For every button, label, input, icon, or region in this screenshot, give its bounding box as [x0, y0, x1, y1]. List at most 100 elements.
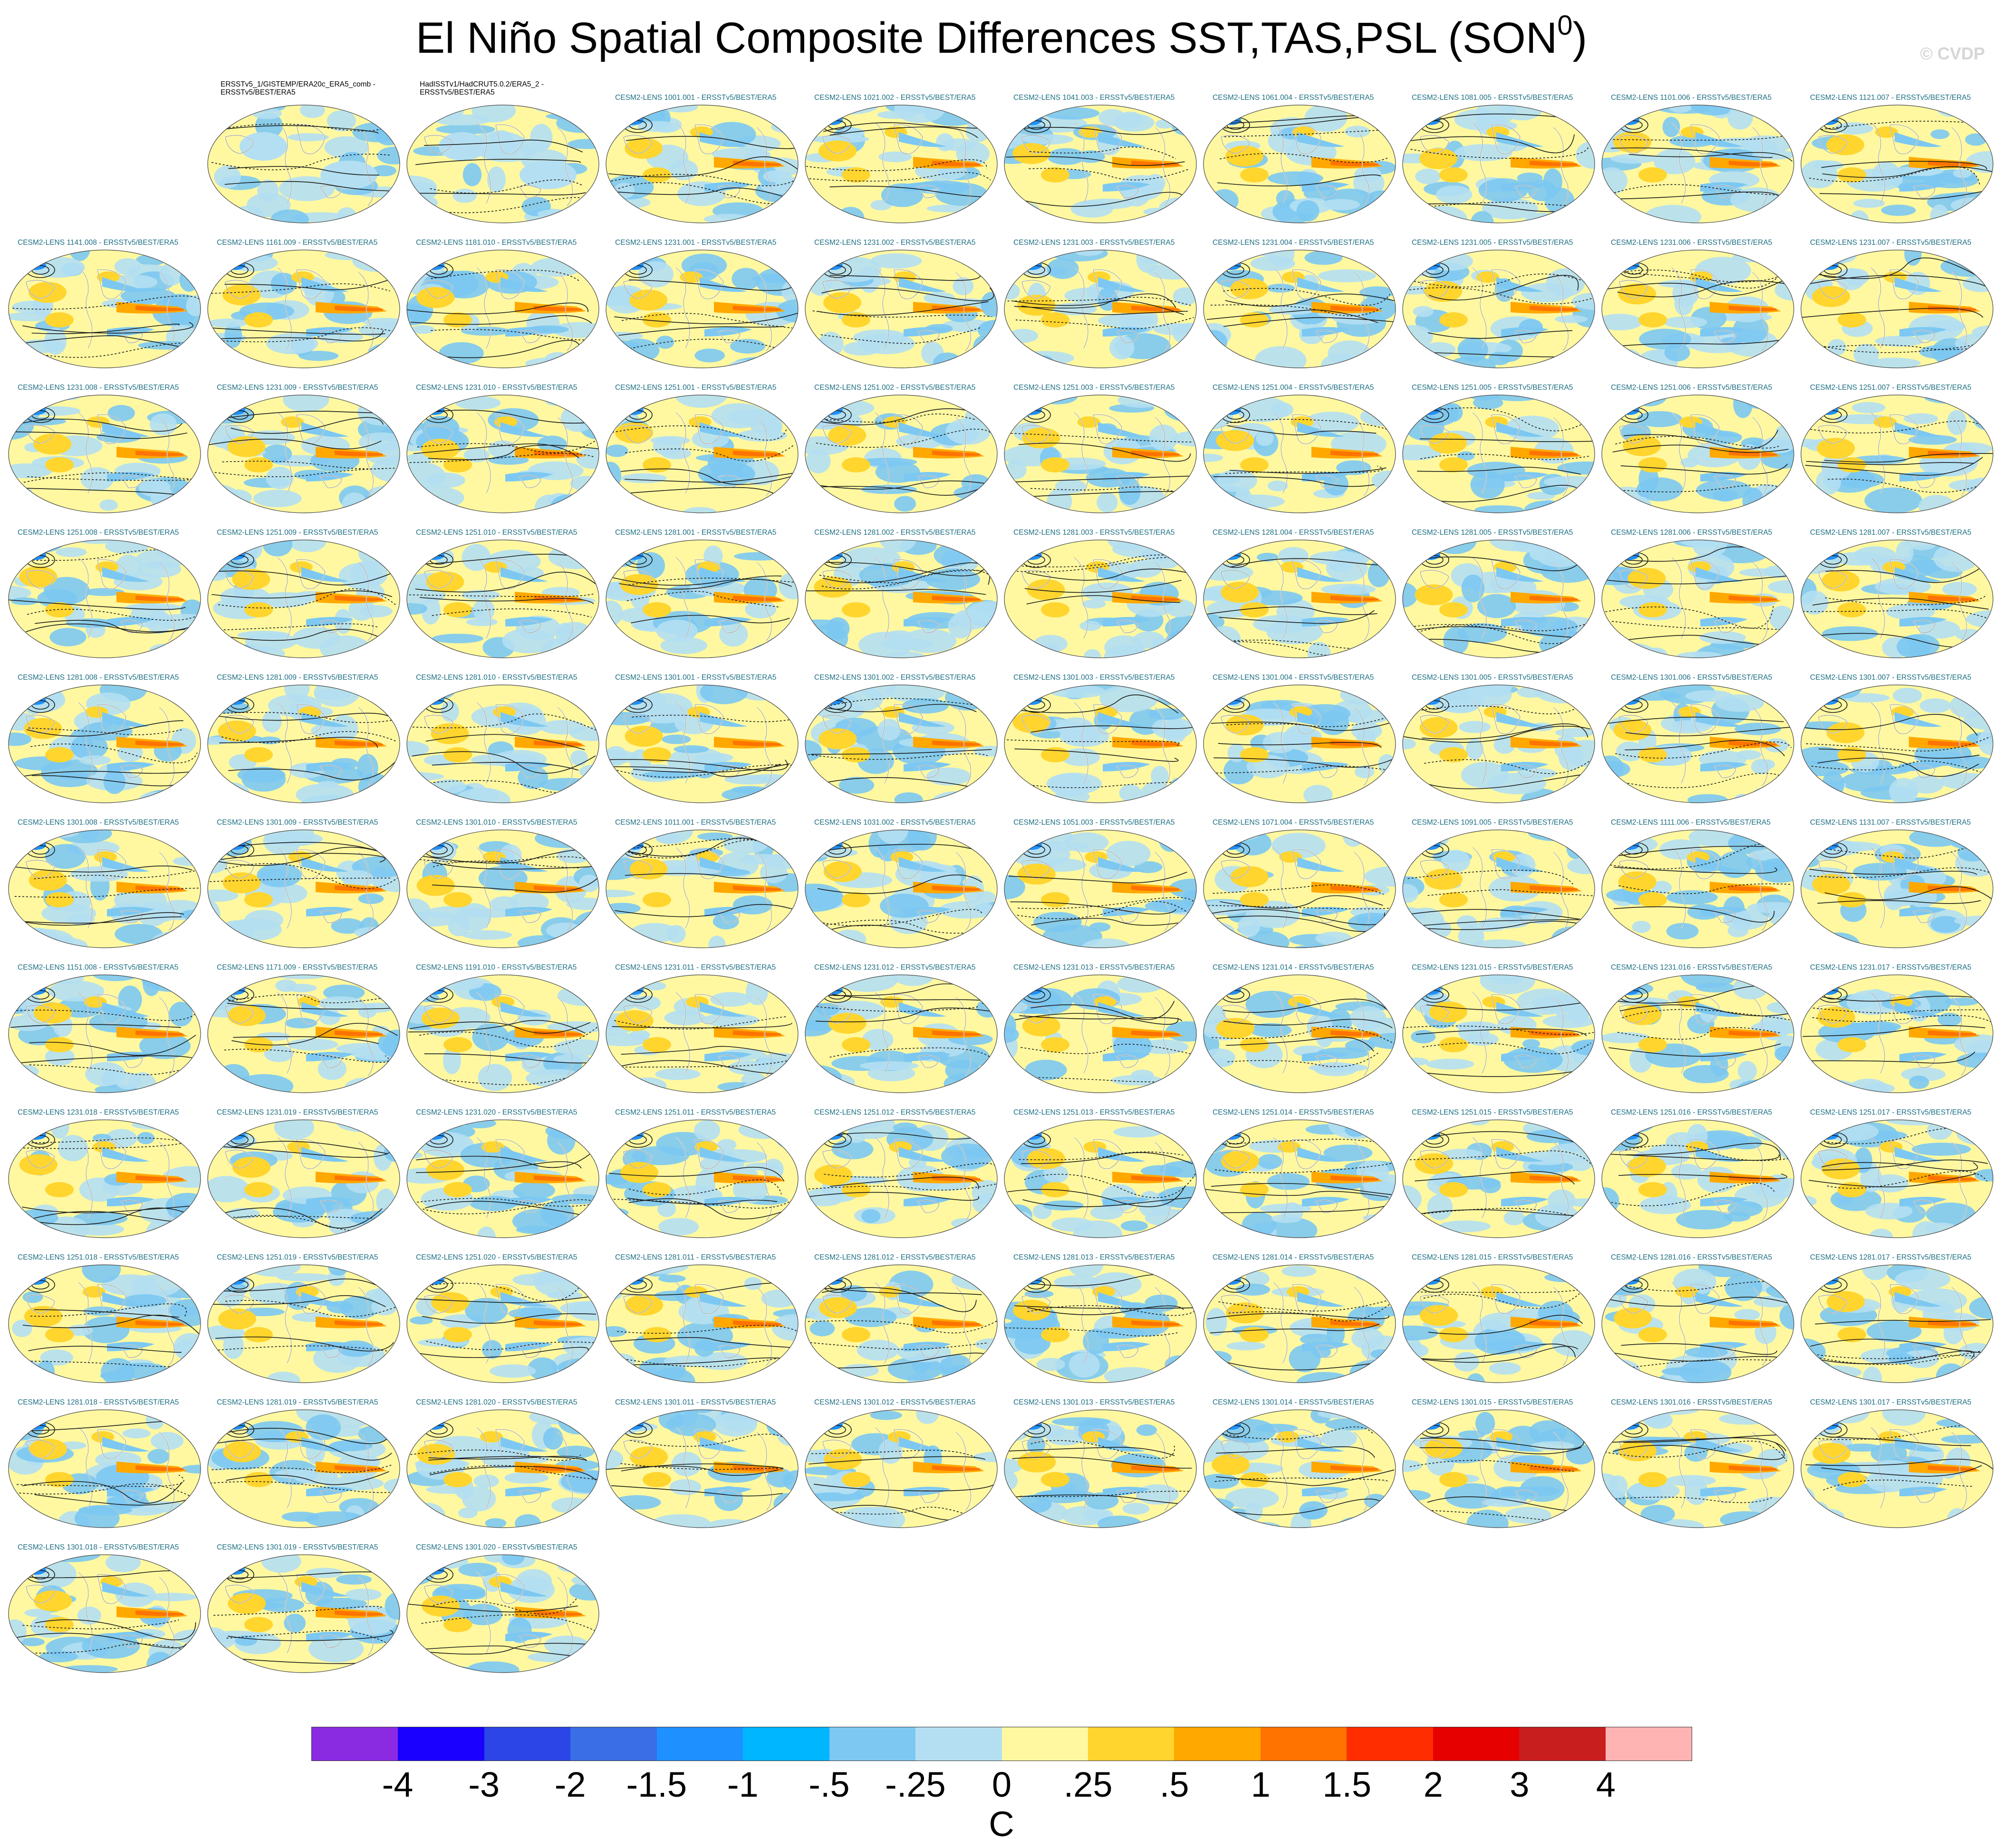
- world-map: [606, 105, 799, 223]
- panel-title: CESM2-LENS 1251.019 - ERSSTv5/BEST/ERA5: [217, 1253, 378, 1261]
- map-panel: CESM2-LENS 1281.014 - ERSSTv5/BEST/ERA5: [1202, 1253, 1397, 1384]
- world-map: [8, 1264, 201, 1383]
- panel-title: CESM2-LENS 1161.009 - ERSSTv5/BEST/ERA5: [217, 239, 378, 247]
- panel-title: CESM2-LENS 1301.006 - ERSSTv5/BEST/ERA5: [1611, 674, 1772, 682]
- panel-title: CESM2-LENS 1121.007 - ERSSTv5/BEST/ERA5: [1810, 94, 1971, 102]
- world-map: [1601, 684, 1794, 803]
- colorbar-swatch: [743, 1727, 829, 1761]
- map-panel: CESM2-LENS 1001.001 - ERSSTv5/BEST/ERA5: [605, 94, 799, 224]
- panel-title: CESM2-LENS 1051.003 - ERSSTv5/BEST/ERA5: [1013, 818, 1175, 827]
- world-map: [1402, 539, 1595, 658]
- map-panel: CESM2-LENS 1151.008 - ERSSTv5/BEST/ERA5: [7, 963, 202, 1094]
- world-map: [406, 684, 599, 803]
- panel-title: CESM2-LENS 1231.016 - ERSSTv5/BEST/ERA5: [1611, 963, 1772, 972]
- world-map: [1801, 250, 1993, 368]
- panel-title: CESM2-LENS 1301.010 - ERSSTv5/BEST/ERA5: [416, 818, 578, 827]
- world-map: [805, 684, 998, 803]
- world-map: [1801, 1264, 1993, 1383]
- panel-title: CESM2-LENS 1301.015 - ERSSTv5/BEST/ERA5: [1412, 1398, 1573, 1406]
- map-panel: CESM2-LENS 1231.001 - ERSSTv5/BEST/ERA5: [605, 239, 799, 369]
- world-map: [8, 1554, 201, 1673]
- world-map: [1004, 395, 1197, 513]
- world-map: [1801, 395, 1993, 513]
- map-panel: CESM2-LENS 1301.014 - ERSSTv5/BEST/ERA5: [1202, 1398, 1397, 1529]
- world-map: [1402, 829, 1595, 948]
- map-panel: CESM2-LENS 1231.004 - ERSSTv5/BEST/ERA5: [1202, 239, 1397, 369]
- map-panel: CESM2-LENS 1141.008 - ERSSTv5/BEST/ERA5: [7, 239, 202, 369]
- world-map: [207, 539, 400, 658]
- map-panel: CESM2-LENS 1161.009 - ERSSTv5/BEST/ERA5: [206, 239, 401, 369]
- map-panel: CESM2-LENS 1281.012 - ERSSTv5/BEST/ERA5: [804, 1253, 999, 1384]
- world-map: [606, 1264, 799, 1383]
- panel-title: CESM2-LENS 1231.009 - ERSSTv5/BEST/ERA5: [217, 384, 378, 392]
- map-panel: CESM2-LENS 1251.010 - ERSSTv5/BEST/ERA5: [405, 529, 600, 659]
- panel-title: CESM2-LENS 1231.003 - ERSSTv5/BEST/ERA5: [1013, 239, 1175, 247]
- panel-title: CESM2-LENS 1021.002 - ERSSTv5/BEST/ERA5: [814, 94, 976, 102]
- panel-title: CESM2-LENS 1231.013 - ERSSTv5/BEST/ERA5: [1013, 963, 1175, 972]
- world-map: [1801, 539, 1993, 658]
- map-panel: CESM2-LENS 1301.007 - ERSSTv5/BEST/ERA5: [1800, 674, 1994, 804]
- colorbar-swatch: [312, 1727, 398, 1761]
- map-panel: CESM2-LENS 1281.006 - ERSSTv5/BEST/ERA5: [1600, 529, 1795, 659]
- world-map: [207, 250, 400, 368]
- panel-title: CESM2-LENS 1251.006 - ERSSTv5/BEST/ERA5: [1611, 384, 1772, 392]
- panel-title: CESM2-LENS 1231.014 - ERSSTv5/BEST/ERA5: [1213, 963, 1374, 972]
- panel-title: CESM2-LENS 1251.011 - ERSSTv5/BEST/ERA5: [615, 1108, 776, 1116]
- colorbar-swatch: [915, 1727, 1002, 1761]
- world-map: [406, 105, 599, 223]
- map-panel: CESM2-LENS 1231.007 - ERSSTv5/BEST/ERA5: [1800, 239, 1994, 369]
- world-map: [1402, 1409, 1595, 1528]
- map-panel: CESM2-LENS 1281.009 - ERSSTv5/BEST/ERA5: [206, 674, 401, 804]
- world-map: [1203, 539, 1396, 658]
- panel-title: CESM2-LENS 1301.018 - ERSSTv5/BEST/ERA5: [18, 1543, 179, 1551]
- world-map: [1601, 829, 1794, 948]
- map-panel: CESM2-LENS 1231.012 - ERSSTv5/BEST/ERA5: [804, 963, 999, 1094]
- map-panel: CESM2-LENS 1301.016 - ERSSTv5/BEST/ERA5: [1600, 1398, 1795, 1529]
- panel-title: CESM2-LENS 1281.017 - ERSSTv5/BEST/ERA5: [1810, 1253, 1972, 1261]
- world-map: [1203, 395, 1396, 513]
- panel-title: CESM2-LENS 1301.013 - ERSSTv5/BEST/ERA5: [1013, 1398, 1175, 1406]
- colorbar-tick-label: -3: [468, 1765, 500, 1804]
- panel-title: CESM2-LENS 1231.005 - ERSSTv5/BEST/ERA5: [1412, 239, 1573, 247]
- panel-title: CESM2-LENS 1251.017 - ERSSTv5/BEST/ERA5: [1810, 1108, 1972, 1116]
- map-panel: CESM2-LENS 1251.019 - ERSSTv5/BEST/ERA5: [206, 1253, 401, 1384]
- colorbar-swatch: [829, 1727, 916, 1761]
- world-map: [1601, 1119, 1794, 1238]
- panel-title: CESM2-LENS 1231.015 - ERSSTv5/BEST/ERA5: [1412, 963, 1573, 972]
- panel-title: CESM2-LENS 1251.015 - ERSSTv5/BEST/ERA5: [1412, 1108, 1573, 1116]
- colorbar-tick-label: .5: [1159, 1765, 1189, 1804]
- map-panel: CESM2-LENS 1301.020 - ERSSTv5/BEST/ERA5: [405, 1543, 600, 1674]
- world-map: [406, 395, 599, 513]
- panel-title: CESM2-LENS 1251.014 - ERSSTv5/BEST/ERA5: [1213, 1108, 1374, 1116]
- panel-title: CESM2-LENS 1281.011 - ERSSTv5/BEST/ERA5: [615, 1253, 776, 1261]
- panel-title: CESM2-LENS 1301.001 - ERSSTv5/BEST/ERA5: [615, 674, 777, 682]
- world-map: [1004, 1264, 1197, 1383]
- panel-title: CESM2-LENS 1231.019 - ERSSTv5/BEST/ERA5: [217, 1108, 378, 1116]
- map-panel: CESM2-LENS 1111.006 - ERSSTv5/BEST/ERA5: [1600, 818, 1795, 949]
- map-panel: CESM2-LENS 1301.013 - ERSSTv5/BEST/ERA5: [1003, 1398, 1198, 1529]
- map-panel: CESM2-LENS 1301.019 - ERSSTv5/BEST/ERA5: [206, 1543, 401, 1674]
- map-panel: CESM2-LENS 1251.004 - ERSSTv5/BEST/ERA5: [1202, 384, 1397, 514]
- map-panel: CESM2-LENS 1231.008 - ERSSTv5/BEST/ERA5: [7, 384, 202, 514]
- world-map: [406, 829, 599, 948]
- world-map: [8, 250, 201, 368]
- colorbar-swatch: [1002, 1727, 1088, 1761]
- map-panel: CESM2-LENS 1251.018 - ERSSTv5/BEST/ERA5: [7, 1253, 202, 1384]
- colorbar-tick-label: -1: [727, 1765, 759, 1804]
- colorbar-labels: -4 -3 -2 -1.5 -1 -.5 -.25 0 .25 .5 1 1.5 2 3 4: [0, 1764, 2003, 1807]
- world-map: [1203, 105, 1396, 223]
- world-map: [1402, 105, 1595, 223]
- map-panel: CESM2-LENS 1231.006 - ERSSTv5/BEST/ERA5: [1600, 239, 1795, 369]
- world-map: [406, 1264, 599, 1383]
- colorbar-tick-label: 2: [1423, 1765, 1443, 1804]
- map-panel: CESM2-LENS 1011.001 - ERSSTv5/BEST/ERA5: [605, 818, 799, 949]
- world-map: [1601, 1264, 1794, 1383]
- world-map: [8, 829, 201, 948]
- panel-title: CESM2-LENS 1251.016 - ERSSTv5/BEST/ERA5: [1611, 1108, 1772, 1116]
- panel-title: CESM2-LENS 1041.003 - ERSSTv5/BEST/ERA5: [1013, 94, 1175, 102]
- world-map: [1402, 1119, 1595, 1238]
- panel-title: CESM2-LENS 1171.009 - ERSSTv5/BEST/ERA5: [217, 963, 378, 972]
- map-panel: CESM2-LENS 1171.009 - ERSSTv5/BEST/ERA5: [206, 963, 401, 1094]
- world-map: [207, 1409, 400, 1528]
- panel-title: CESM2-LENS 1281.010 - ERSSTv5/BEST/ERA5: [416, 674, 578, 682]
